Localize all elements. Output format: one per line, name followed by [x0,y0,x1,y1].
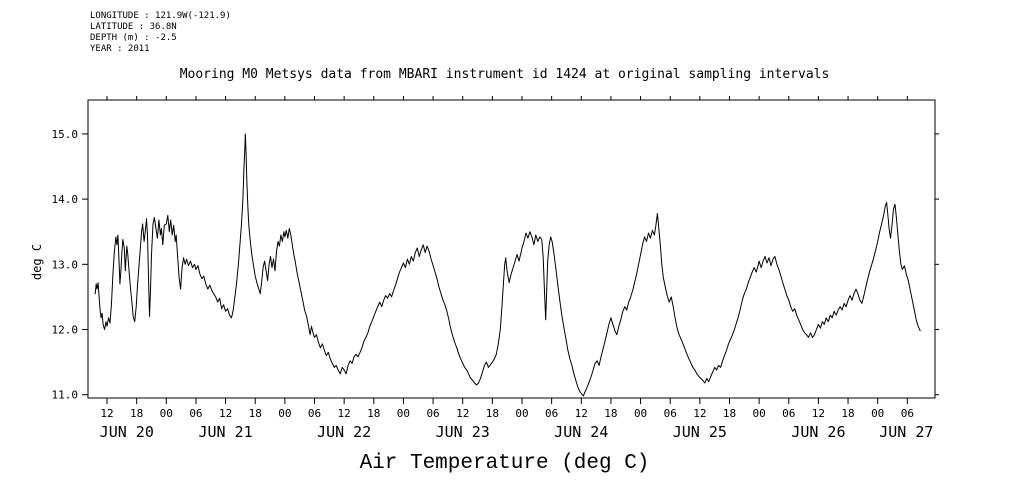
x-day-label: JUN 20 [100,423,154,441]
x-tick-label: 12 [575,407,588,420]
x-tick-label: 12 [693,407,706,420]
x-tick-label: 18 [130,407,143,420]
x-tick-label: 00 [871,407,884,420]
y-tick-label: 13.0 [52,258,79,271]
x-tick-label: 18 [841,407,854,420]
x-tick-label: 00 [634,407,647,420]
x-tick-label: 06 [426,407,439,420]
temperature-line [94,133,921,397]
x-tick-label: 12 [219,407,232,420]
x-tick-label: 12 [100,407,113,420]
x-tick-label: 12 [456,407,469,420]
x-tick-label: 18 [486,407,499,420]
metadata-block: LONGITUDE : 121.9W(-121.9) LATITUDE : 36… [90,11,231,55]
metadata-latitude: LATITUDE : 36.8N [90,22,177,32]
metadata-depth: DEPTH (m) : -2.5 [90,33,177,43]
x-tick-label: 06 [782,407,795,420]
x-tick-label: 06 [664,407,677,420]
y-tick-label: 15.0 [52,128,79,141]
x-day-label: JUN 25 [673,423,727,441]
x-day-label: JUN 26 [791,423,845,441]
y-tick-label: 14.0 [52,193,79,206]
x-tick-label: 06 [189,407,202,420]
x-axis-title: Air Temperature (deg C) [359,452,650,475]
x-tick-label: 18 [367,407,380,420]
metadata-year: YEAR : 2011 [90,44,150,54]
x-day-label: JUN 21 [198,423,252,441]
metadata-longitude: LONGITUDE : 121.9W(-121.9) [90,11,231,21]
x-tick-label: 06 [308,407,321,420]
x-tick-label: 12 [812,407,825,420]
x-tick-label: 06 [901,407,914,420]
x-tick-label: 00 [397,407,410,420]
x-tick-label: 00 [278,407,291,420]
x-tick-label: 00 [753,407,766,420]
y-tick-label: 11.0 [52,389,79,402]
plot-frame [87,99,936,399]
x-day-label: JUN 22 [317,423,371,441]
chart-title: Mooring M0 Metsys data from MBARI instru… [179,67,830,82]
x-day-label: JUN 27 [879,423,933,441]
x-tick-label: 00 [160,407,173,420]
x-tick-label: 00 [515,407,528,420]
x-tick-label: 18 [723,407,736,420]
x-tick-label: 06 [545,407,558,420]
y-tick-label: 12.0 [52,324,79,337]
x-day-label: JUN 23 [436,423,490,441]
x-tick-label: 18 [604,407,617,420]
x-day-label: JUN 24 [554,423,608,441]
x-tick-label: 12 [338,407,351,420]
x-tick-label: 18 [249,407,262,420]
